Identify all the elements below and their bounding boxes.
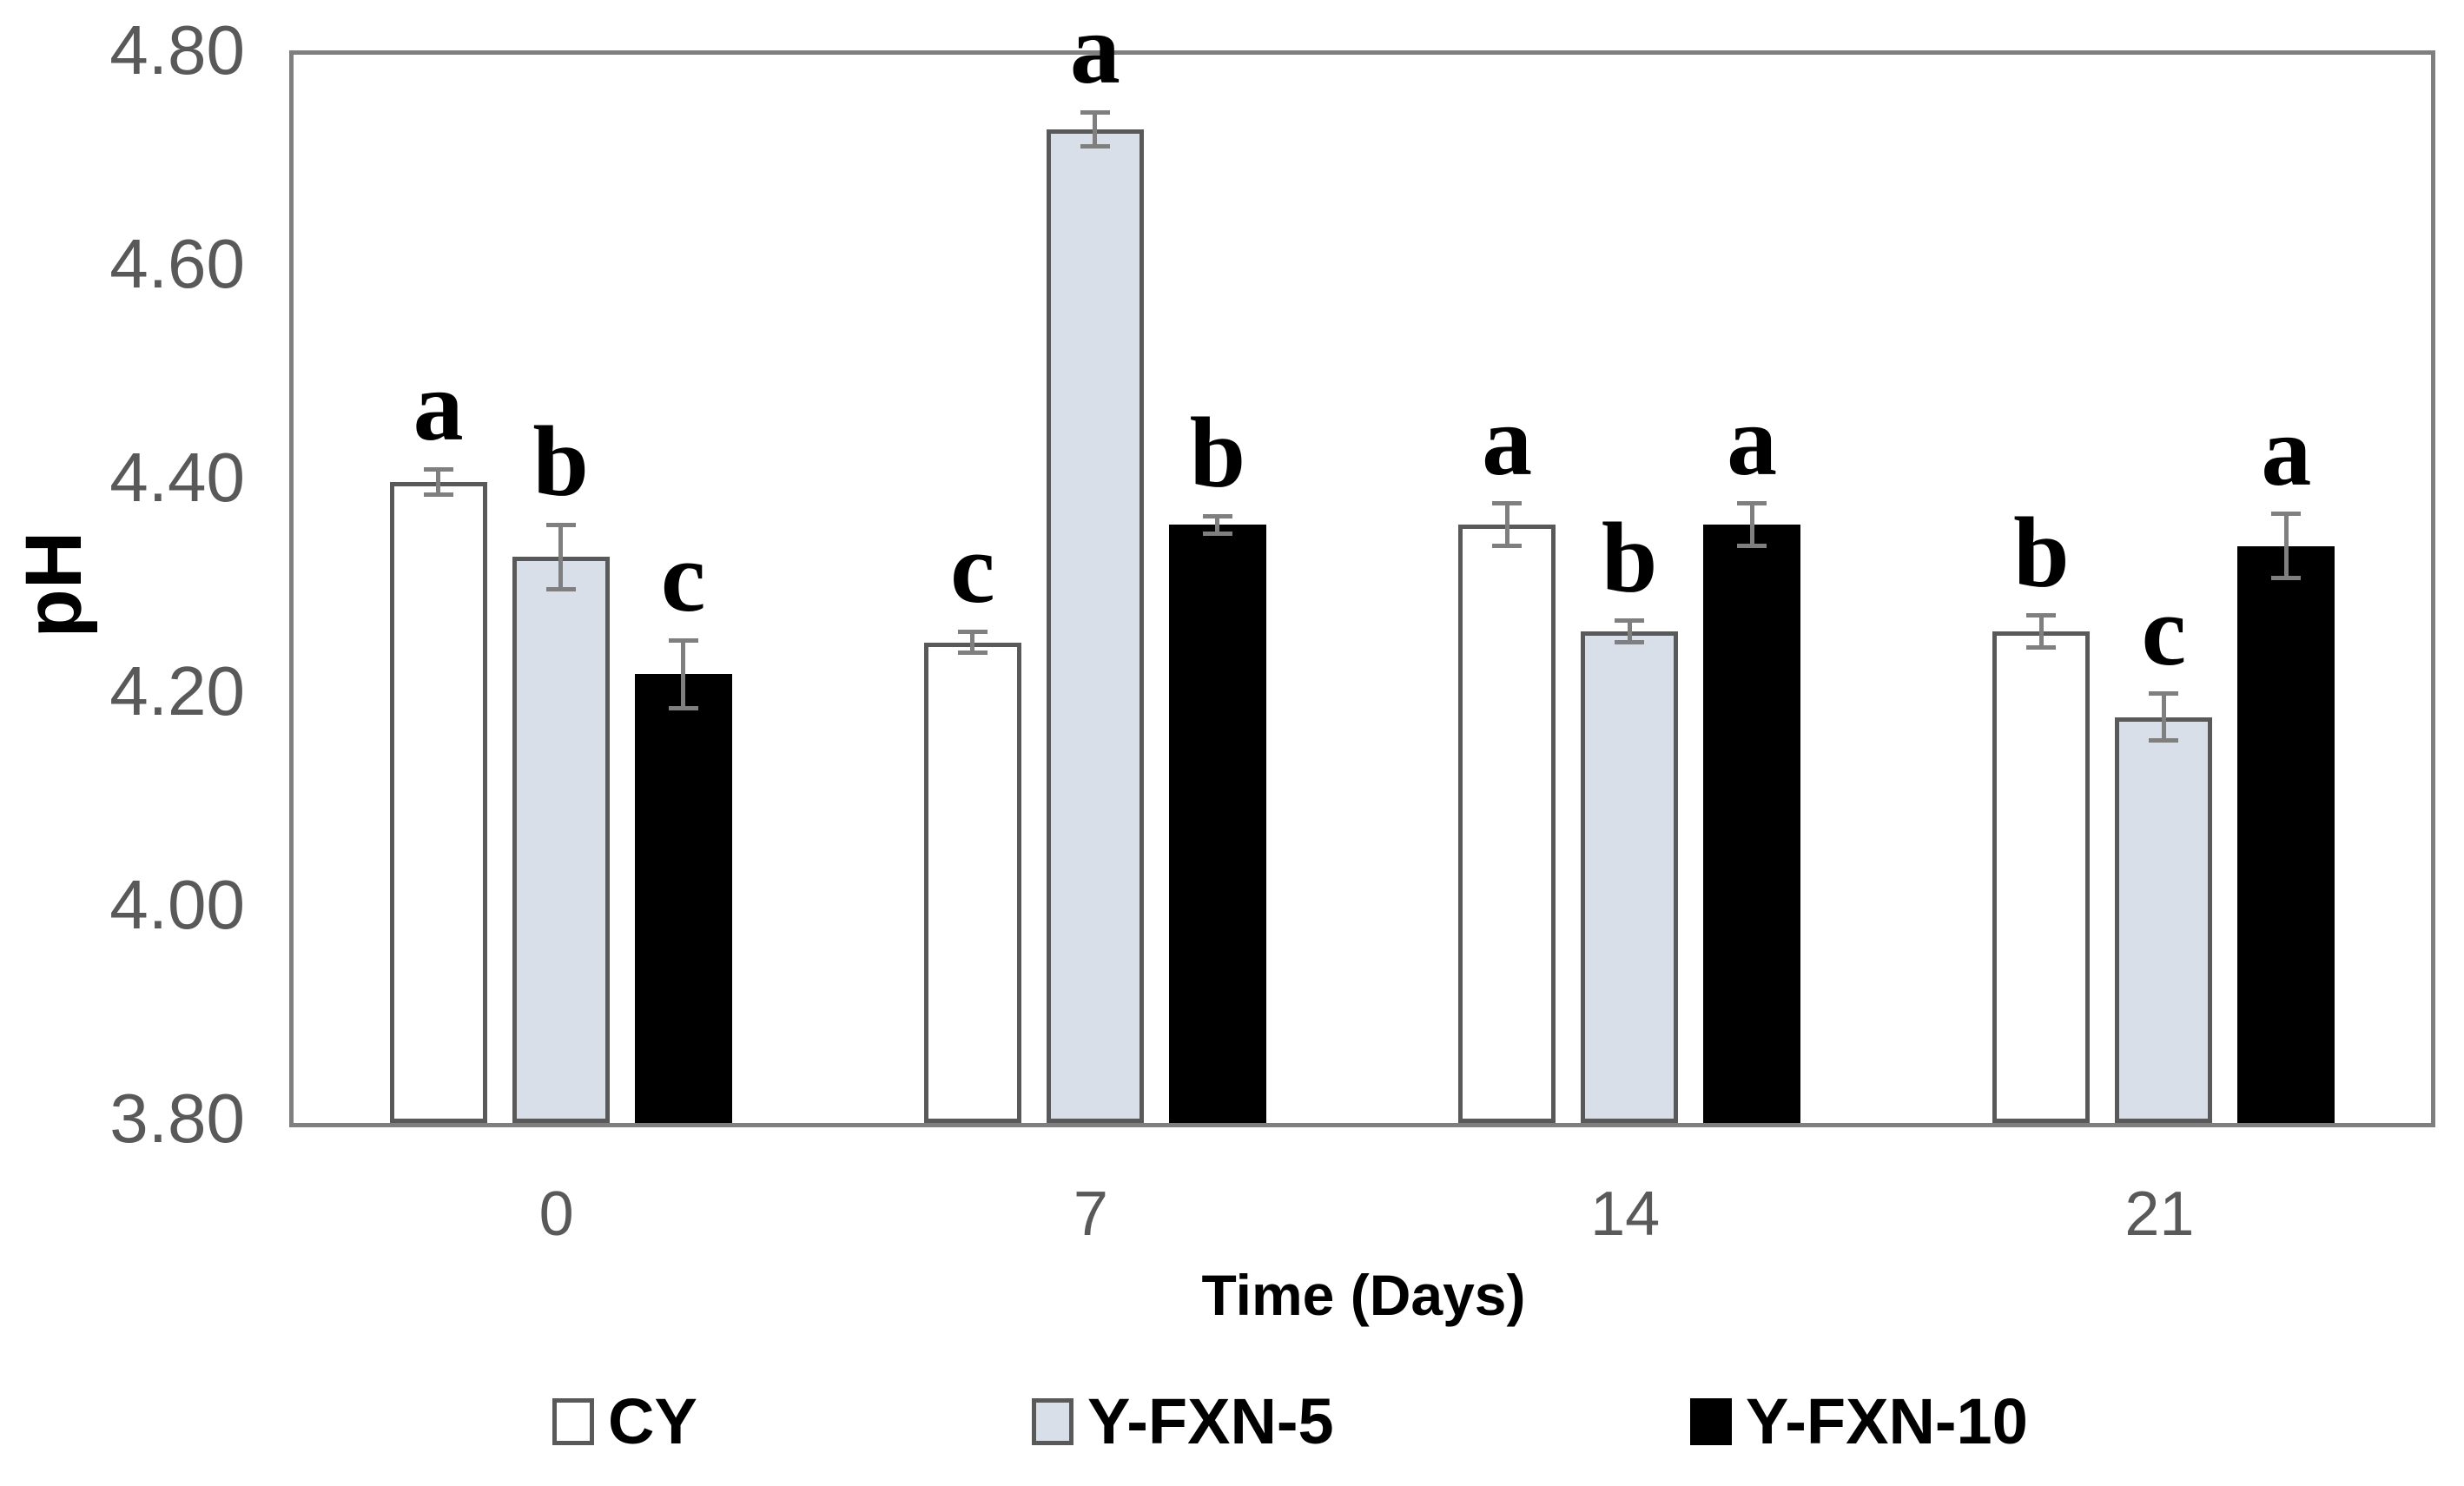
significance-letter: b (1189, 398, 1246, 510)
error-bar-upper-cap (2026, 613, 2057, 618)
x-tick-label: 21 (2124, 1179, 2195, 1249)
error-bar-upper-cap (1492, 501, 1523, 506)
error-bar-lower-cap (2271, 576, 2302, 581)
bar-cy-day7 (923, 642, 1021, 1123)
legend-swatch-y-fxn-10 (1690, 1398, 1732, 1445)
error-bar (681, 640, 686, 709)
y-tick-label: 4.60 (109, 225, 245, 302)
error-bar (970, 631, 975, 653)
error-bar-lower-cap (957, 651, 988, 656)
x-tick-label: 0 (538, 1179, 574, 1249)
error-bar-upper-cap (1202, 513, 1232, 518)
error-bar-lower-cap (668, 706, 698, 711)
error-bar-upper-cap (2271, 512, 2302, 517)
error-bar-lower-cap (1080, 144, 1110, 149)
legend-item-y-fxn-10: Y-FXN-10 (1690, 1390, 2028, 1454)
error-bar-upper-cap (1737, 501, 1767, 506)
error-bar-lower-cap (2026, 645, 2057, 651)
error-bar-upper-cap (1080, 109, 1110, 115)
legend-label-y-fxn-10: Y-FXN-10 (1746, 1385, 2028, 1457)
error-bar (1215, 516, 1220, 534)
error-bar (2038, 615, 2044, 648)
significance-letter: b (1601, 502, 1658, 614)
error-bar-upper-cap (2149, 691, 2179, 697)
error-bar-upper-cap (423, 466, 453, 472)
error-bar-upper-cap (957, 629, 988, 634)
error-bar (1093, 112, 1098, 147)
legend-item-cy: CY (552, 1390, 697, 1454)
significance-letter: c (660, 522, 706, 634)
error-bar-upper-cap (545, 522, 576, 527)
legend-label-y-fxn-5: Y-FXN-5 (1087, 1385, 1334, 1457)
error-bar-lower-cap (1615, 640, 1645, 644)
significance-letter: b (532, 406, 589, 518)
error-bar (558, 525, 564, 589)
error-bar (2283, 513, 2289, 578)
x-tick-label: 7 (1073, 1179, 1108, 1249)
bar-y-fxn-5-day0 (512, 557, 610, 1123)
error-bar (2161, 693, 2166, 741)
error-bar (1627, 620, 1632, 643)
significance-letter: a (1069, 0, 1120, 106)
y-tick-label: 4.40 (109, 439, 245, 516)
bar-y-fxn-10-day14 (1703, 525, 1801, 1123)
y-tick-label: 3.80 (109, 1080, 245, 1157)
error-bar (1504, 503, 1509, 546)
significance-letter: c (2141, 575, 2187, 687)
significance-letter: b (2013, 497, 2070, 609)
error-bar (1749, 503, 1754, 546)
legend-label-cy: CY (608, 1385, 697, 1457)
error-bar-lower-cap (1737, 544, 1767, 549)
error-bar-lower-cap (423, 492, 453, 498)
bar-y-fxn-5-day14 (1581, 631, 1679, 1123)
legend-swatch-cy (552, 1398, 594, 1445)
error-bar-lower-cap (1202, 531, 1232, 536)
bar-cy-day14 (1458, 525, 1556, 1123)
error-bar (436, 469, 441, 495)
y-axis-title: pH (10, 531, 98, 638)
bar-cy-day21 (1992, 631, 2091, 1123)
x-tick-label: 14 (1590, 1179, 1661, 1249)
error-bar-lower-cap (2149, 738, 2179, 743)
y-tick-label: 4.00 (109, 866, 245, 943)
bar-y-fxn-10-day7 (1168, 525, 1266, 1123)
significance-letter: a (1727, 385, 1778, 497)
y-tick-label: 4.20 (109, 652, 245, 730)
bar-cy-day0 (389, 482, 487, 1123)
bar-y-fxn-10-day0 (634, 674, 732, 1123)
error-bar-upper-cap (668, 637, 698, 643)
legend-item-y-fxn-5: Y-FXN-5 (1032, 1390, 1334, 1454)
error-bar-lower-cap (1492, 544, 1523, 549)
bar-y-fxn-5-day21 (2115, 717, 2213, 1123)
significance-letter: a (2261, 395, 2312, 507)
y-tick-label: 4.80 (109, 11, 245, 89)
bar-y-fxn-10-day21 (2237, 545, 2335, 1123)
legend-swatch-y-fxn-5 (1032, 1398, 1073, 1445)
significance-letter: c (950, 513, 995, 625)
significance-letter: a (1482, 385, 1533, 497)
error-bar-upper-cap (1615, 618, 1645, 624)
bar-y-fxn-5-day7 (1046, 129, 1144, 1123)
significance-letter: a (413, 351, 464, 463)
x-axis-title: Time (Days) (1201, 1263, 1526, 1327)
error-bar-lower-cap (545, 586, 576, 591)
